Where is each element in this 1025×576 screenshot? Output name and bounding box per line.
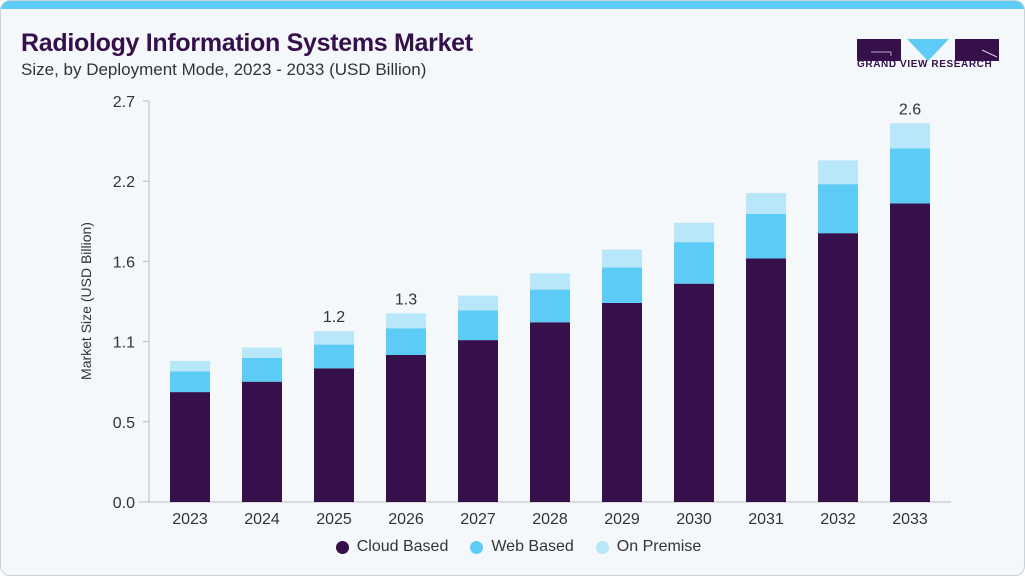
legend-swatch <box>470 540 484 554</box>
x-tick-label: 2032 <box>820 511 856 528</box>
bar-cloud-based-2033 <box>890 203 930 502</box>
bar-on-premise-2031 <box>746 193 786 214</box>
chart-title: Radiology Information Systems Market <box>21 29 473 57</box>
bar-on-premise-2025 <box>314 331 354 345</box>
x-tick-label: 2030 <box>676 511 712 528</box>
bar-web-based-2030 <box>674 242 714 284</box>
bar-web-based-2025 <box>314 344 354 369</box>
data-label-2025: 1.2 <box>323 309 345 326</box>
bar-web-based-2026 <box>386 328 426 355</box>
x-tick-label: 2033 <box>892 511 928 528</box>
bar-cloud-based-2024 <box>242 381 282 502</box>
legend-item: On Premise <box>595 538 702 556</box>
bar-on-premise-2029 <box>602 249 642 268</box>
y-tick-label: 0.0 <box>113 495 135 512</box>
x-tick-label: 2027 <box>460 511 496 528</box>
bar-web-based-2032 <box>818 184 858 234</box>
bar-cloud-based-2030 <box>674 283 714 502</box>
accent-strip <box>1 1 1024 9</box>
y-tick-label: 1.6 <box>113 254 135 271</box>
legend-swatch <box>335 540 349 554</box>
x-tick-label: 2028 <box>532 511 568 528</box>
bar-cloud-based-2029 <box>602 302 642 502</box>
legend-label: On Premise <box>616 538 702 555</box>
bar-on-premise-2023 <box>170 360 210 372</box>
bar-web-based-2028 <box>530 289 570 323</box>
bar-web-based-2029 <box>602 267 642 303</box>
bar-cloud-based-2023 <box>170 392 210 502</box>
x-tick-label: 2026 <box>388 511 424 528</box>
bar-web-based-2023 <box>170 371 210 393</box>
bar-on-premise-2024 <box>242 347 282 358</box>
data-label-2033: 2.6 <box>899 101 921 118</box>
legend-item: Cloud Based <box>335 538 449 556</box>
bar-web-based-2024 <box>242 357 282 382</box>
bar-cloud-based-2028 <box>530 322 570 502</box>
x-tick-label: 2031 <box>748 511 784 528</box>
y-tick-label: 2.7 <box>113 94 135 111</box>
x-tick-label: 2029 <box>604 511 640 528</box>
bar-cloud-based-2025 <box>314 368 354 502</box>
x-tick-label: 2025 <box>316 511 352 528</box>
y-axis-label: Market Size (USD Billion) <box>78 222 94 380</box>
bar-cloud-based-2026 <box>386 354 426 502</box>
legend-label: Web Based <box>491 538 574 555</box>
bar-on-premise-2027 <box>458 295 498 311</box>
y-tick-label: 1.1 <box>113 335 135 352</box>
logo-text: GRAND VIEW RESEARCH <box>857 59 993 70</box>
bar-cloud-based-2027 <box>458 340 498 502</box>
bar-on-premise-2032 <box>818 160 858 185</box>
legend-swatch <box>595 540 609 554</box>
bar-cloud-based-2031 <box>746 258 786 502</box>
bar-cloud-based-2032 <box>818 233 858 502</box>
data-label-2026: 1.3 <box>395 291 417 308</box>
legend-label: Cloud Based <box>356 538 449 555</box>
bar-web-based-2031 <box>746 213 786 259</box>
grand-view-research-logo <box>857 39 999 61</box>
x-tick-label: 2023 <box>172 511 208 528</box>
bar-on-premise-2026 <box>386 313 426 329</box>
bar-web-based-2033 <box>890 148 930 204</box>
bar-web-based-2027 <box>458 310 498 341</box>
y-tick-label: 2.2 <box>113 174 135 191</box>
y-tick-label: 0.5 <box>113 415 135 432</box>
bar-on-premise-2030 <box>674 222 714 243</box>
legend: Cloud Based Web Based On Premise <box>1 538 1024 556</box>
bar-on-premise-2033 <box>890 123 930 149</box>
chart-subtitle: Size, by Deployment Mode, 2023 - 2033 (U… <box>21 60 427 79</box>
x-tick-label: 2024 <box>244 511 280 528</box>
legend-item: Web Based <box>470 538 574 556</box>
bar-on-premise-2028 <box>530 273 570 290</box>
